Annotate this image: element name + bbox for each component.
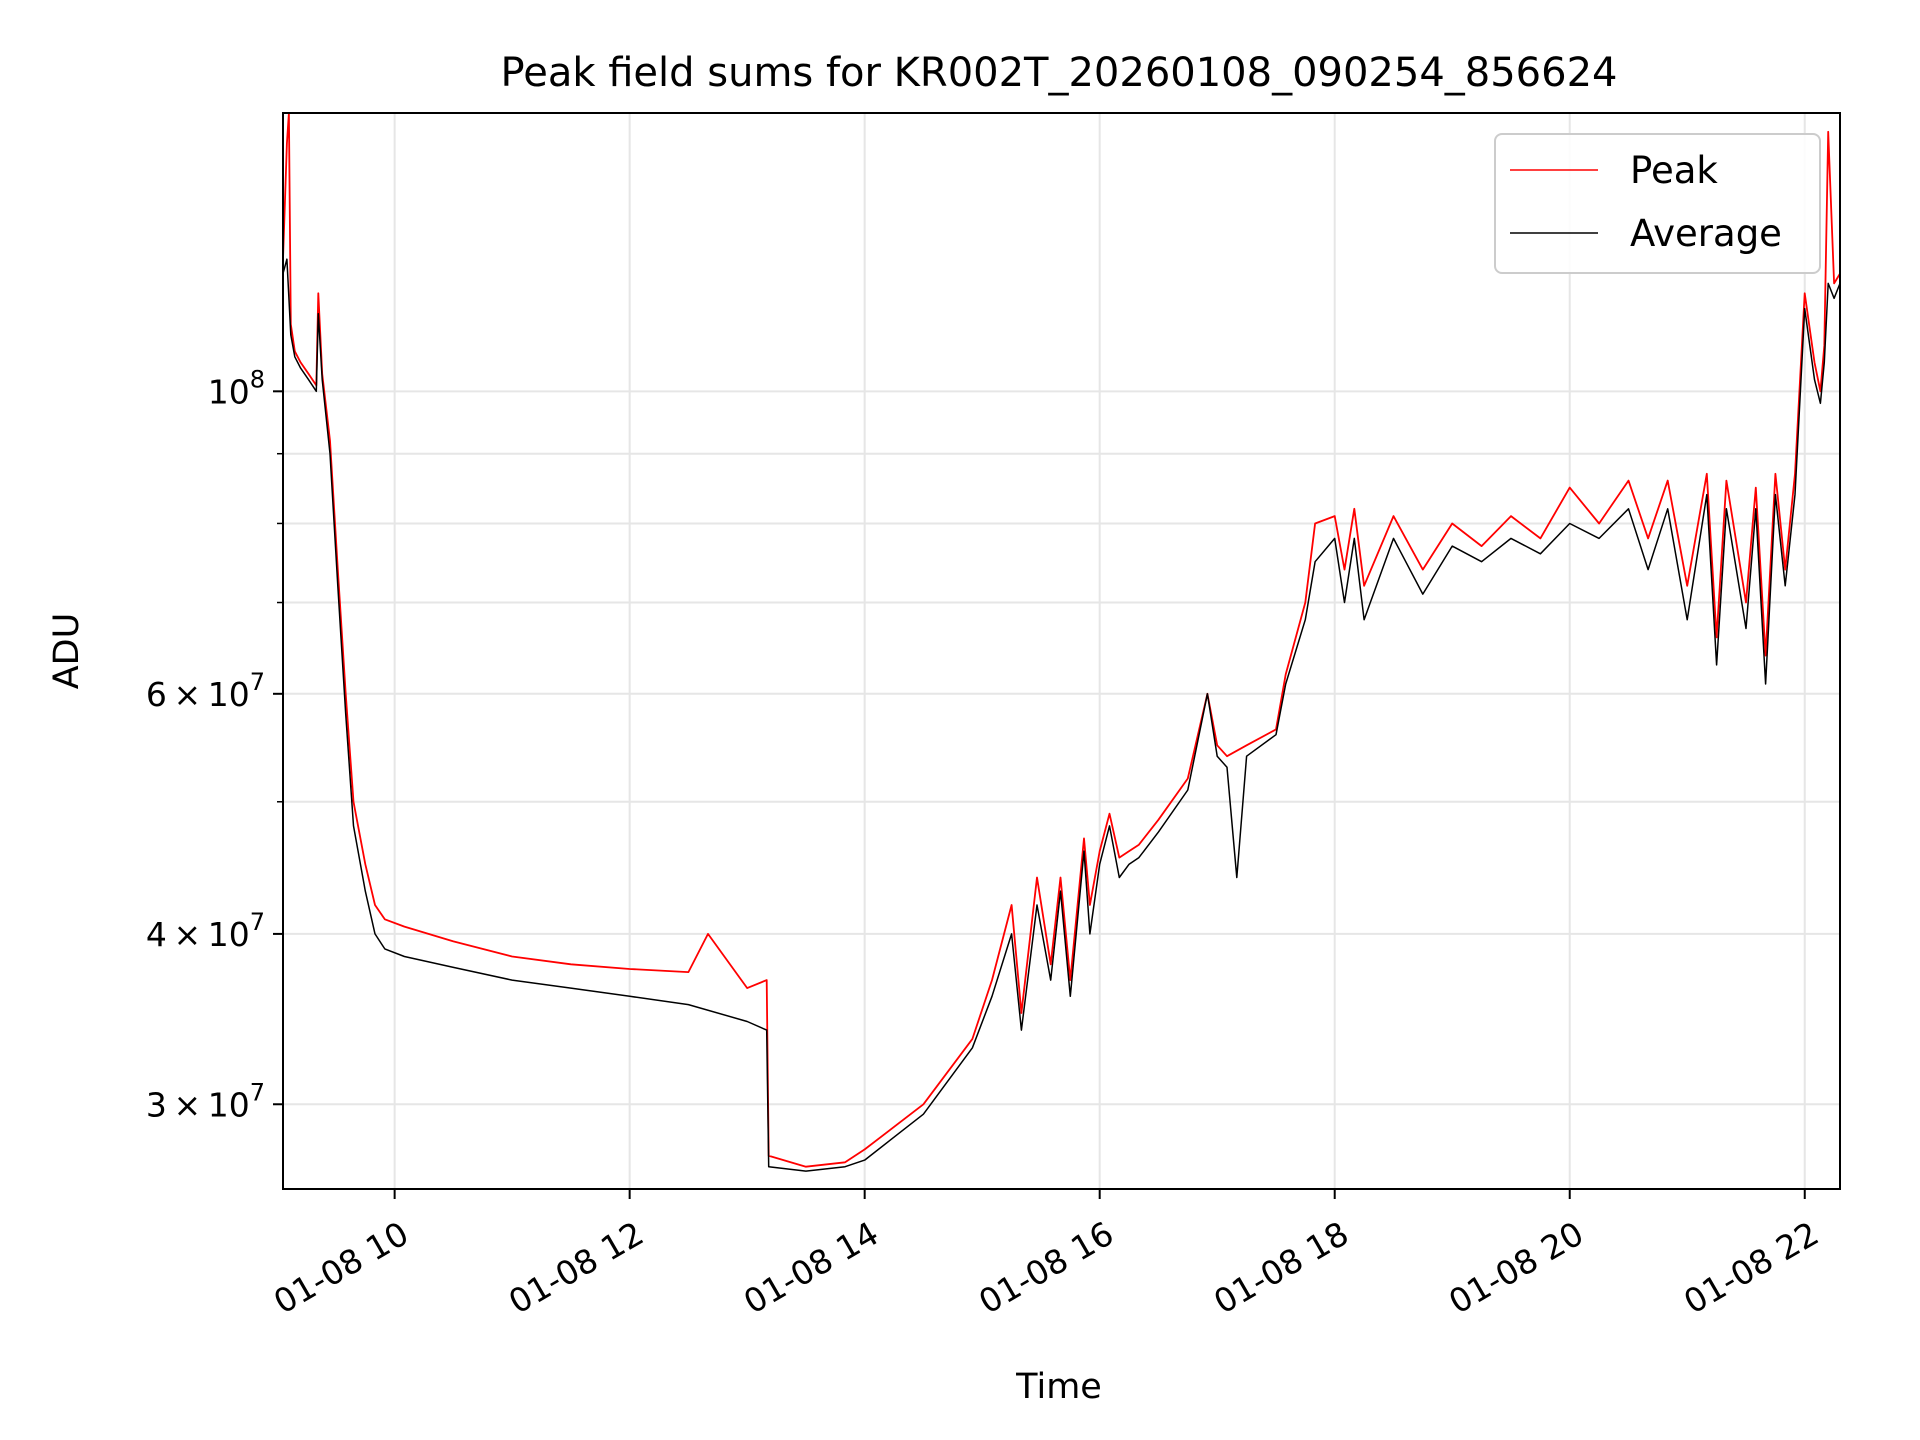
y-tick-label: 108 <box>208 365 265 411</box>
y-tick-label: 4 × 107 <box>146 908 265 954</box>
legend-box <box>1494 133 1821 274</box>
y-axis-label: ADU <box>47 613 87 690</box>
x-axis-label: Time <box>1015 1367 1102 1407</box>
series-layer <box>283 113 1840 1172</box>
series-line-peak <box>283 113 1840 1168</box>
legend-peak-label: Peak <box>1630 149 1718 192</box>
plot-frame <box>282 112 1841 1190</box>
grid-lines <box>283 113 1840 1189</box>
y-tick-label: 3 × 107 <box>146 1078 265 1124</box>
series-line-average <box>283 258 1840 1172</box>
legend: Peak Average <box>1494 133 1821 274</box>
y-tick-label: 6 × 107 <box>146 668 265 714</box>
chart-title: Peak field sums for KR002T_20260108_0902… <box>501 50 1618 96</box>
legend-average-label: Average <box>1630 212 1782 255</box>
